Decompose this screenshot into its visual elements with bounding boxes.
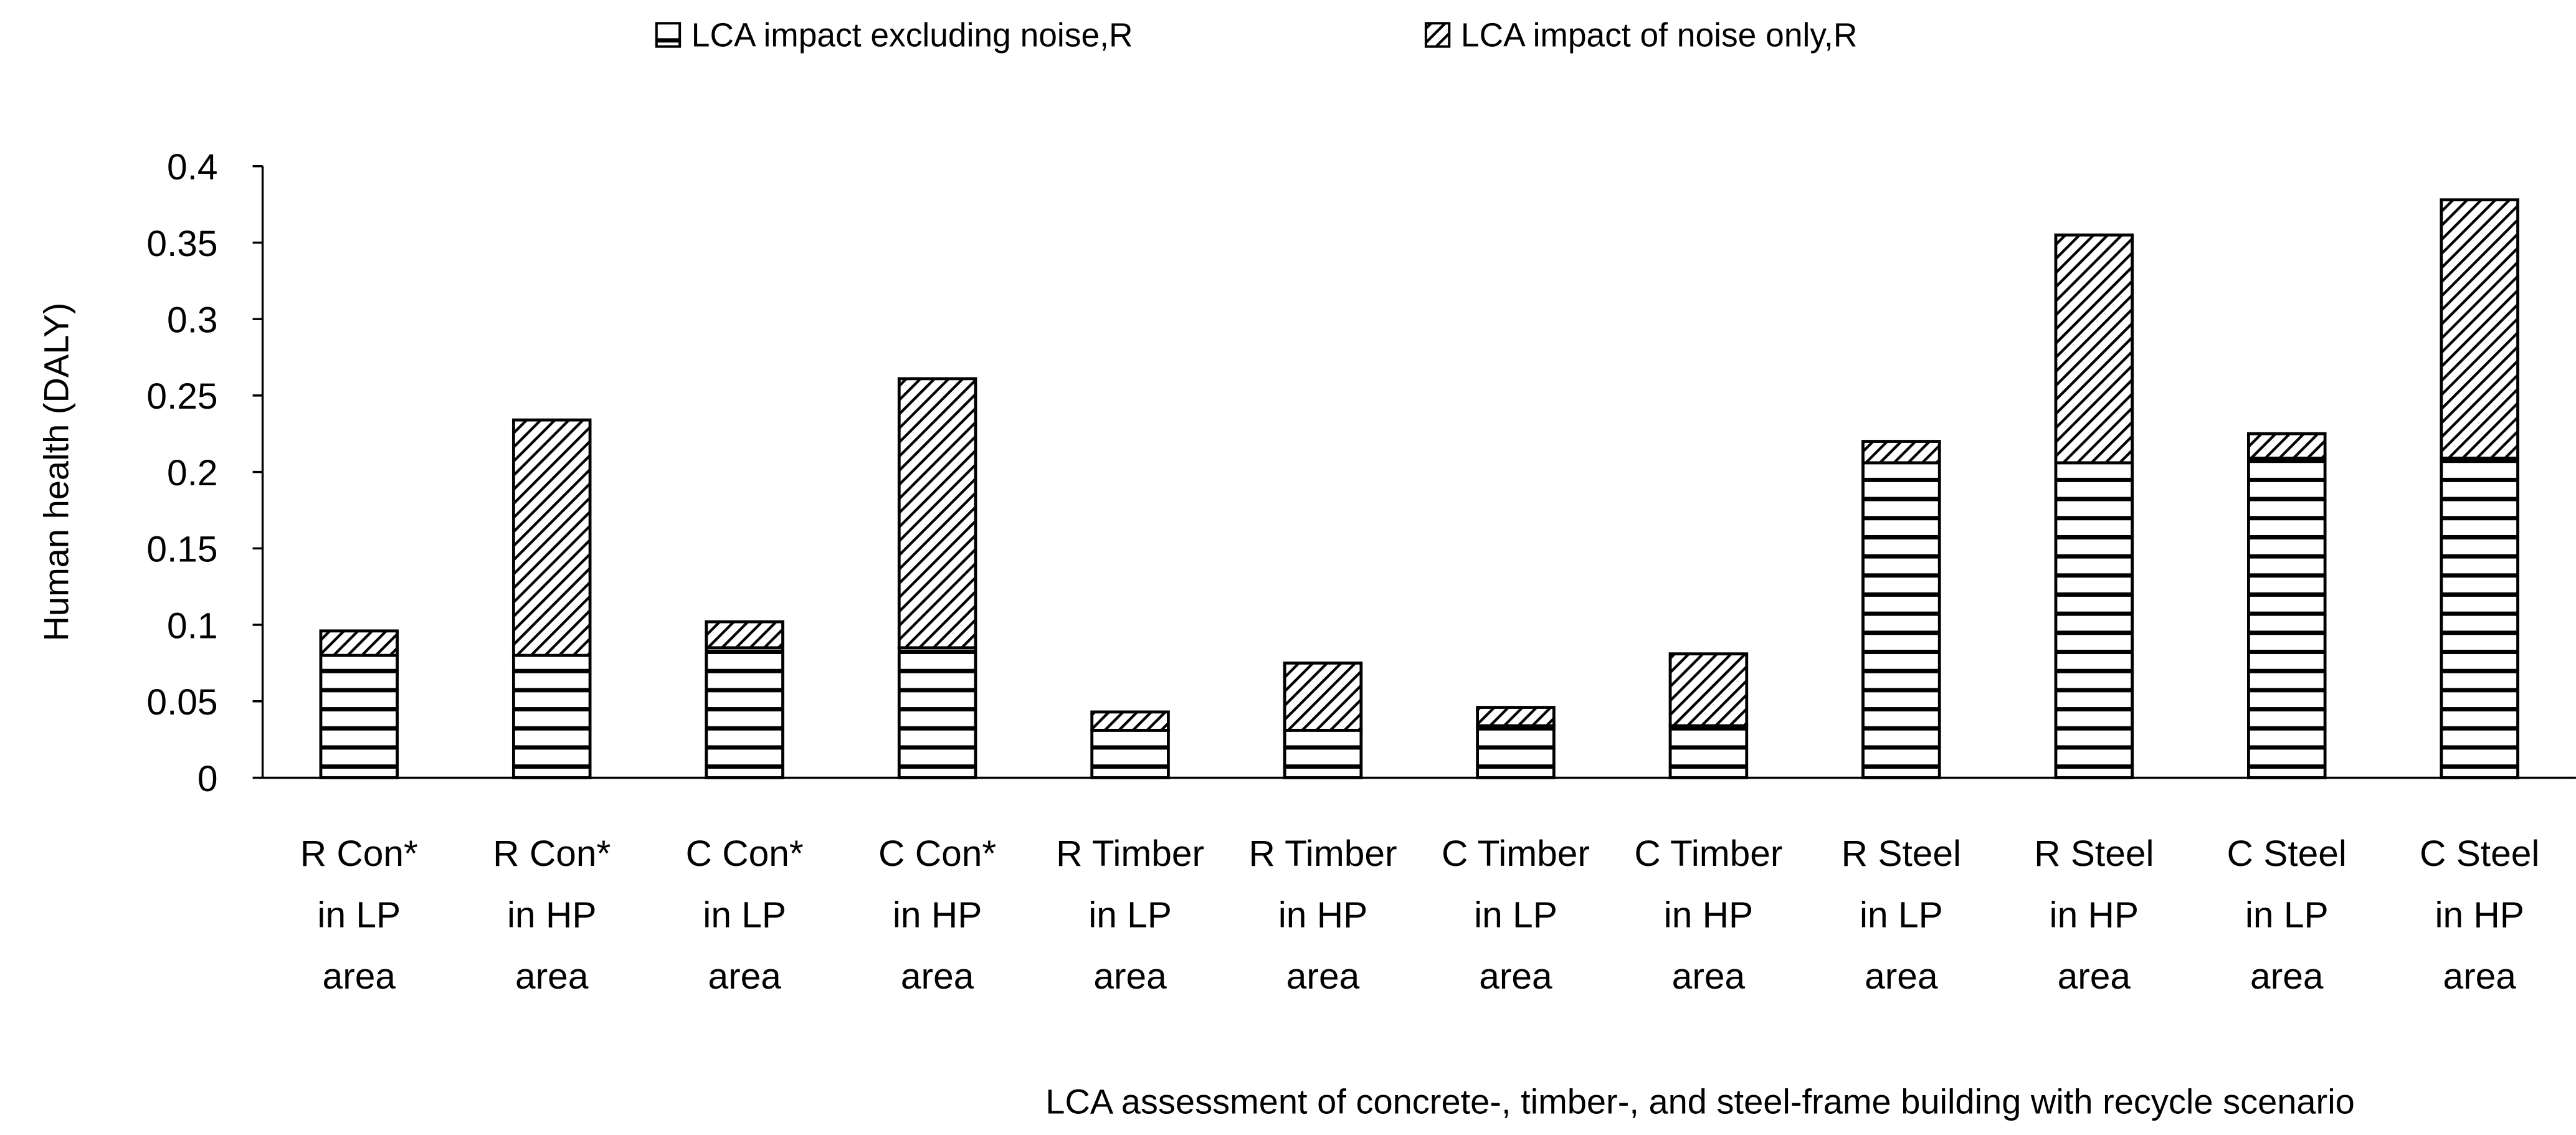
- x-axis: R Con* in LP area R Con* in HP area C Con* in L…: [262, 776, 2576, 997]
- x-tick-label: in HP: [507, 895, 596, 936]
- legend-label-noise-only: LCA impact of noise only,R: [1461, 17, 1857, 54]
- bar-excluding-noise: [2246, 457, 2327, 779]
- x-tick-label: in HP: [2435, 895, 2524, 936]
- x-tick-label: area: [323, 956, 396, 997]
- bars: [319, 198, 2519, 779]
- bar-excluding-noise: [2054, 461, 2134, 779]
- x-tick-label: area: [2058, 956, 2131, 997]
- legend-swatch-noise-only: [1424, 22, 1451, 48]
- bar-noise-only: [1283, 661, 1363, 732]
- x-tick-label: area: [2250, 956, 2324, 997]
- x-tick-label: in LP: [1860, 895, 1943, 936]
- x-tick-label: in HP: [1664, 895, 1753, 936]
- x-tick-label: R Timber: [1056, 833, 1204, 874]
- y-tick-label: 0.05: [146, 682, 217, 723]
- bar-excluding-noise: [705, 646, 784, 779]
- x-tick-label: C Steel: [2420, 833, 2539, 874]
- y-tick-label: 0: [197, 759, 218, 799]
- legend-item-noise-only: LCA impact of noise only,R: [1424, 17, 1857, 54]
- x-tick-label: area: [708, 956, 781, 997]
- legend-item-excluding-noise: LCA impact excluding noise,R: [655, 17, 1133, 54]
- bar-excluding-noise: [1283, 728, 1363, 779]
- x-tick-label: area: [1672, 956, 1746, 997]
- y-tick-label: 0.4: [167, 147, 218, 188]
- bar-noise-only: [1668, 652, 1749, 728]
- x-tick-label: in HP: [1278, 895, 1367, 936]
- bar-noise-only: [511, 418, 592, 657]
- bar-excluding-noise: [1476, 724, 1556, 779]
- x-axis-title: LCA assessment of concrete-, timber-, an…: [1045, 1081, 2355, 1121]
- x-tick-label: area: [1093, 956, 1167, 997]
- x-tick-label: R Con*: [493, 833, 611, 874]
- x-tick-label: R Steel: [1842, 833, 1961, 874]
- legend-label-excluding-noise: LCA impact excluding noise,R: [692, 17, 1133, 54]
- x-tick-label: area: [1286, 956, 1360, 997]
- x-tick-label: R Timber: [1249, 833, 1397, 874]
- x-tick-label: in LP: [1088, 895, 1172, 936]
- legend: LCA impact excluding noise,R LCA impact …: [655, 17, 1857, 54]
- x-tick-label: C Con*: [878, 833, 996, 874]
- bar-noise-only: [2054, 233, 2134, 465]
- bar-noise-only: [319, 629, 399, 657]
- x-tick-label: area: [901, 956, 974, 997]
- y-tick-label: 0.3: [167, 300, 218, 341]
- y-tick-label: 0.1: [167, 605, 218, 646]
- bar-excluding-noise: [1668, 724, 1749, 779]
- y-tick-label: 0.25: [146, 376, 217, 417]
- bar-noise-only: [2440, 198, 2519, 460]
- bar-noise-only: [2246, 432, 2327, 460]
- x-tick-label: area: [1865, 956, 1938, 997]
- x-tick-label: area: [2443, 956, 2516, 997]
- bar-noise-only: [1861, 440, 1941, 465]
- x-tick-label: in LP: [2245, 895, 2329, 936]
- x-tick-label: in LP: [1474, 895, 1557, 936]
- x-tick-label: R Con*: [300, 833, 418, 874]
- x-tick-label: C Timber: [1442, 833, 1590, 874]
- x-tick-label: in LP: [317, 895, 401, 936]
- bar-noise-only: [897, 377, 977, 650]
- y-tick-label: 0.15: [146, 530, 217, 570]
- x-tick-label: C Steel: [2227, 833, 2347, 874]
- bar-excluding-noise: [897, 646, 977, 779]
- legend-swatch-excluding-noise: [655, 22, 682, 48]
- y-axis-title: Human health (DALY): [36, 303, 75, 642]
- bar-excluding-noise: [1861, 461, 1941, 779]
- x-tick-label: C Timber: [1634, 833, 1782, 874]
- bar-noise-only: [1476, 706, 1556, 728]
- x-tick-label: in HP: [2050, 895, 2139, 936]
- x-tick-label: area: [1479, 956, 1552, 997]
- bar-excluding-noise: [1090, 728, 1170, 779]
- y-tick-label: 0.2: [167, 453, 218, 493]
- x-tick-label: in LP: [703, 895, 786, 936]
- x-tick-label: C Con*: [686, 833, 804, 874]
- bar-excluding-noise: [319, 653, 399, 779]
- y-tick-label: 0.35: [146, 224, 217, 264]
- y-axis: 0 0.05 0.1 0.15 0.2 0.25 0.3 0.35 0.4: [146, 147, 264, 799]
- bar-excluding-noise: [511, 653, 592, 779]
- x-tick-label: area: [515, 956, 589, 997]
- bar-noise-only: [705, 620, 784, 650]
- x-tick-label: in HP: [893, 895, 982, 936]
- bar-noise-only: [1090, 710, 1170, 732]
- x-tick-label: R Steel: [2034, 833, 2154, 874]
- bar-excluding-noise: [2440, 457, 2519, 779]
